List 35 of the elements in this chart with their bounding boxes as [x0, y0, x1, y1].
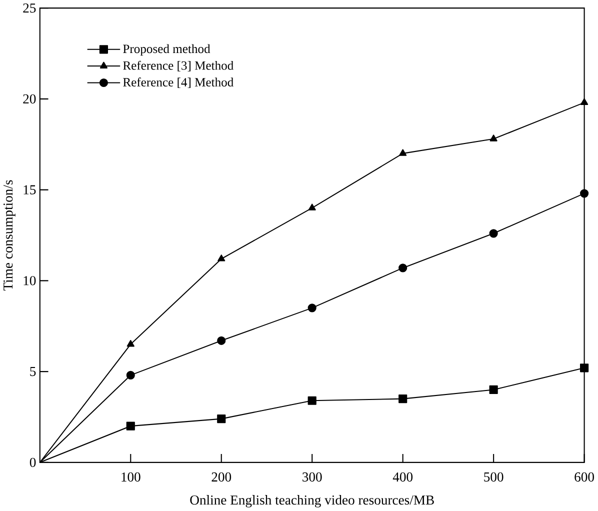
legend-label: Reference [4] Method: [123, 78, 234, 88]
point: [218, 254, 226, 262]
x-tick-label: 400: [392, 472, 413, 482]
y-tick-label: 20: [23, 94, 36, 104]
point: [580, 364, 589, 372]
point: [580, 189, 589, 198]
y-tick-label: 10: [24, 276, 36, 286]
x-tick-label: 500: [484, 472, 504, 482]
y-tick-label: 15: [24, 185, 36, 194]
point: [308, 204, 316, 210]
point: [308, 396, 316, 405]
x-tick-label: 600: [574, 472, 594, 482]
y-tick-label: 0: [30, 458, 36, 468]
point: [126, 340, 134, 347]
legend-label: Reference [3] Method: [123, 60, 234, 72]
point: [308, 304, 316, 312]
point: [217, 414, 226, 424]
legend-label: Proposed method: [123, 44, 210, 56]
point: [126, 370, 135, 380]
point: [217, 336, 226, 345]
point: [490, 134, 498, 142]
point: [489, 385, 498, 394]
point: [126, 422, 135, 430]
x-tick-label: 200: [212, 472, 232, 482]
point: [580, 98, 588, 105]
y-tick-label: 25: [23, 4, 36, 13]
x-tick-label: 300: [302, 472, 322, 482]
y-tick-label: 5: [30, 367, 36, 376]
x-tick-label: 100: [122, 472, 140, 482]
point: [398, 264, 408, 272]
point: [489, 229, 498, 238]
point: [399, 149, 407, 156]
x-axis-title: Online English teaching video resources/MB: [190, 495, 434, 508]
y-axis-title: Time consumption/s: [3, 180, 16, 291]
point: [398, 394, 408, 404]
